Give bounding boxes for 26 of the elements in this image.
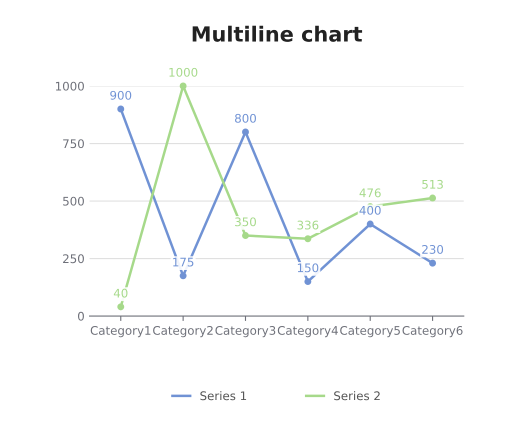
data-label: 350 (235, 217, 256, 226)
y-tick-label: 250 (63, 254, 84, 264)
data-label: 400 (360, 206, 381, 215)
y-tick-label: 1000 (56, 82, 84, 91)
data-label: 230 (422, 244, 444, 254)
y-tick-label: 750 (63, 139, 84, 148)
x-tick-label: Category6 (402, 326, 463, 338)
legend-label: Series 1 (200, 391, 246, 400)
data-label: 513 (422, 180, 443, 189)
data-label: 175 (173, 258, 194, 267)
x-tick-label: Category5 (340, 326, 400, 338)
data-label: 1000 (169, 68, 198, 77)
legend-label: Series 2 (334, 391, 380, 400)
x-tick-label: Category3 (215, 326, 276, 338)
data-label: 476 (360, 188, 381, 198)
data-label: 800 (235, 114, 256, 123)
data-label: 150 (298, 263, 318, 272)
x-tick-label: Category1 (90, 326, 150, 338)
data-label: 40 (114, 288, 128, 298)
data-label: 336 (297, 220, 318, 230)
chart-title: Multiline chart (192, 26, 362, 42)
y-tick-label: 0 (78, 312, 84, 321)
x-tick-label: Category2 (153, 326, 213, 338)
data-label: 900 (110, 90, 132, 100)
y-tick-label: 500 (63, 196, 84, 206)
x-tick-label: Category4 (278, 326, 338, 338)
